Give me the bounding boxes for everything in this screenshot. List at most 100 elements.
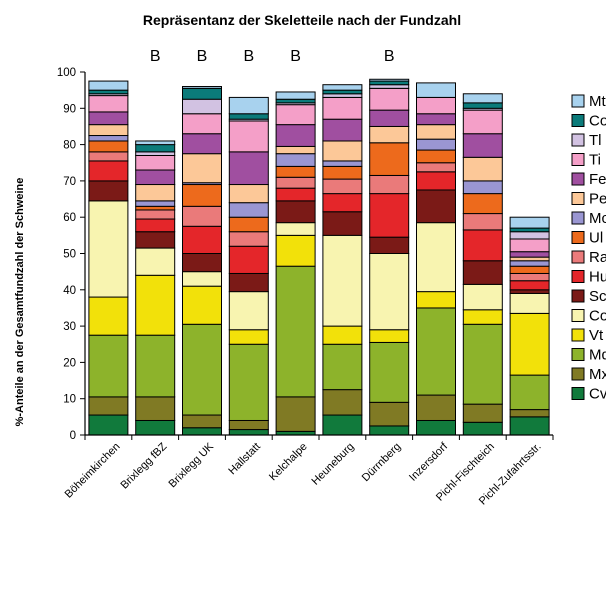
bar-segment-ul-5 xyxy=(276,166,315,177)
bar-segment-mx-5 xyxy=(276,397,315,431)
bar-segment-vt-9 xyxy=(463,310,502,325)
y-axis-label: %-Anteile an der Gesamtfundzahl der Schw… xyxy=(14,178,26,427)
legend-swatch-ul xyxy=(572,232,584,244)
bar-segment-mc-5 xyxy=(276,154,315,167)
bar-segment-vt-1 xyxy=(89,297,128,335)
legend-swatch-mt xyxy=(572,95,584,107)
bar-segment-ul-3 xyxy=(183,185,222,207)
bar-segment-pe-10 xyxy=(510,257,549,261)
bar-segment-sc-9 xyxy=(463,261,502,285)
legend-label-cv: Cv xyxy=(589,386,606,403)
bar-segment-md-5 xyxy=(276,266,315,397)
legend-swatch-tl xyxy=(572,134,584,146)
bar-segment-cv-6 xyxy=(323,415,362,435)
bar-segment-co-4 xyxy=(229,114,268,119)
bar-segment-md-6 xyxy=(323,344,362,389)
bar-segment-co-6 xyxy=(323,90,362,94)
bar-segment-mc-6 xyxy=(323,161,362,166)
legend-label-co: Co xyxy=(589,113,606,130)
bar-segment-pe-9 xyxy=(463,157,502,181)
bar-segment-mc-4 xyxy=(229,203,268,218)
x-tick-label-7: Dürrnberg xyxy=(360,441,404,485)
bar-segment-mt-1 xyxy=(89,81,128,90)
y-tick-label-70: 70 xyxy=(63,176,76,188)
bar-segment-tl-7 xyxy=(370,85,409,89)
bar-segment-ra-10 xyxy=(510,273,549,280)
bar-segment-ti-7 xyxy=(370,88,409,110)
legend-swatch-vt xyxy=(572,329,584,341)
bar-segment-hu-10 xyxy=(510,281,549,290)
legend-swatch-md xyxy=(572,349,584,361)
x-tick-label-2: Brixlegg fBZ xyxy=(118,440,169,491)
bar-segment-ul-9 xyxy=(463,194,502,214)
legend-label-cos: Cos xyxy=(589,308,606,325)
annotation-7: B xyxy=(384,48,395,65)
bar-segment-vt-3 xyxy=(183,286,222,324)
y-tick-label-80: 80 xyxy=(63,140,76,152)
bar-segment-fe-1 xyxy=(89,112,128,125)
bar-segment-hu-8 xyxy=(417,172,456,190)
bar-segment-fe-10 xyxy=(510,252,549,257)
bar-segment-fe-7 xyxy=(370,110,409,126)
legend-label-pe: Pe xyxy=(589,191,606,208)
bar-segment-cv-9 xyxy=(463,422,502,435)
bar-segment-sc-2 xyxy=(136,232,175,248)
legend-swatch-ti xyxy=(572,154,584,166)
legend-swatch-fe xyxy=(572,173,584,185)
bar-segment-ul-2 xyxy=(136,206,175,210)
bar-segment-ul-6 xyxy=(323,166,362,179)
bar-segment-tl-6 xyxy=(323,94,362,98)
bar-segment-mt-5 xyxy=(276,92,315,99)
annotation-3: B xyxy=(197,48,208,65)
bar-segment-ul-4 xyxy=(229,217,268,232)
bar-segment-pe-2 xyxy=(136,185,175,201)
bar-segment-fe-9 xyxy=(463,134,502,158)
y-tick-label-100: 100 xyxy=(57,67,76,79)
bar-segment-vt-4 xyxy=(229,330,268,345)
bar-segment-co-2 xyxy=(136,145,175,152)
x-tick-label-8: Inzersdorf xyxy=(407,440,451,484)
legend-swatch-co xyxy=(572,115,584,127)
bar-segment-pe-4 xyxy=(229,185,268,203)
bar-segment-mt-7 xyxy=(370,79,409,81)
bar-segment-cos-2 xyxy=(136,248,175,275)
bar-segment-hu-7 xyxy=(370,194,409,238)
bar-segment-cv-2 xyxy=(136,420,175,435)
bar-segment-mx-1 xyxy=(89,397,128,415)
bar-segment-sc-8 xyxy=(417,190,456,223)
bar-segment-ra-1 xyxy=(89,152,128,161)
bar-segment-tl-10 xyxy=(510,232,549,239)
legend: Mt Co Tl Ti Fe Pe Mc Ul Ra Hu Sc Cos Vt Md Mx Cv xyxy=(572,93,606,403)
bar-segment-sc-1 xyxy=(89,181,128,201)
bar-segment-mt-10 xyxy=(510,217,549,228)
bar-segment-cos-3 xyxy=(183,272,222,287)
x-tick-label-5: Kelchalpe xyxy=(267,441,310,484)
bar-segment-md-4 xyxy=(229,344,268,420)
bar-segment-vt-6 xyxy=(323,326,362,344)
bar-segment-ti-5 xyxy=(276,105,315,125)
legend-label-sc: Sc xyxy=(589,288,606,305)
y-tick-label-60: 60 xyxy=(63,212,76,224)
bar-segment-mx-9 xyxy=(463,404,502,422)
y-tick-label-10: 10 xyxy=(63,394,76,406)
bar-segment-cos-5 xyxy=(276,223,315,236)
bar-segment-md-1 xyxy=(89,335,128,397)
bar-segment-sc-4 xyxy=(229,273,268,291)
bar-segment-vt-10 xyxy=(510,313,549,375)
legend-swatch-cos xyxy=(572,310,584,322)
bar-segment-md-3 xyxy=(183,324,222,415)
bar-segment-ul-8 xyxy=(417,150,456,163)
bar-segment-ul-7 xyxy=(370,143,409,176)
bars xyxy=(89,79,549,435)
legend-label-mx: Mx xyxy=(589,366,606,383)
bar-segment-sc-3 xyxy=(183,254,222,272)
bar-segment-cos-8 xyxy=(417,223,456,292)
legend-label-mt: Mt xyxy=(589,93,606,110)
bar-segment-ra-6 xyxy=(323,179,362,194)
bar-segment-ra-9 xyxy=(463,214,502,230)
bar-segment-ra-8 xyxy=(417,163,456,172)
bar-segment-sc-6 xyxy=(323,212,362,236)
bar-segment-ra-2 xyxy=(136,210,175,219)
bar-segment-pe-6 xyxy=(323,141,362,161)
